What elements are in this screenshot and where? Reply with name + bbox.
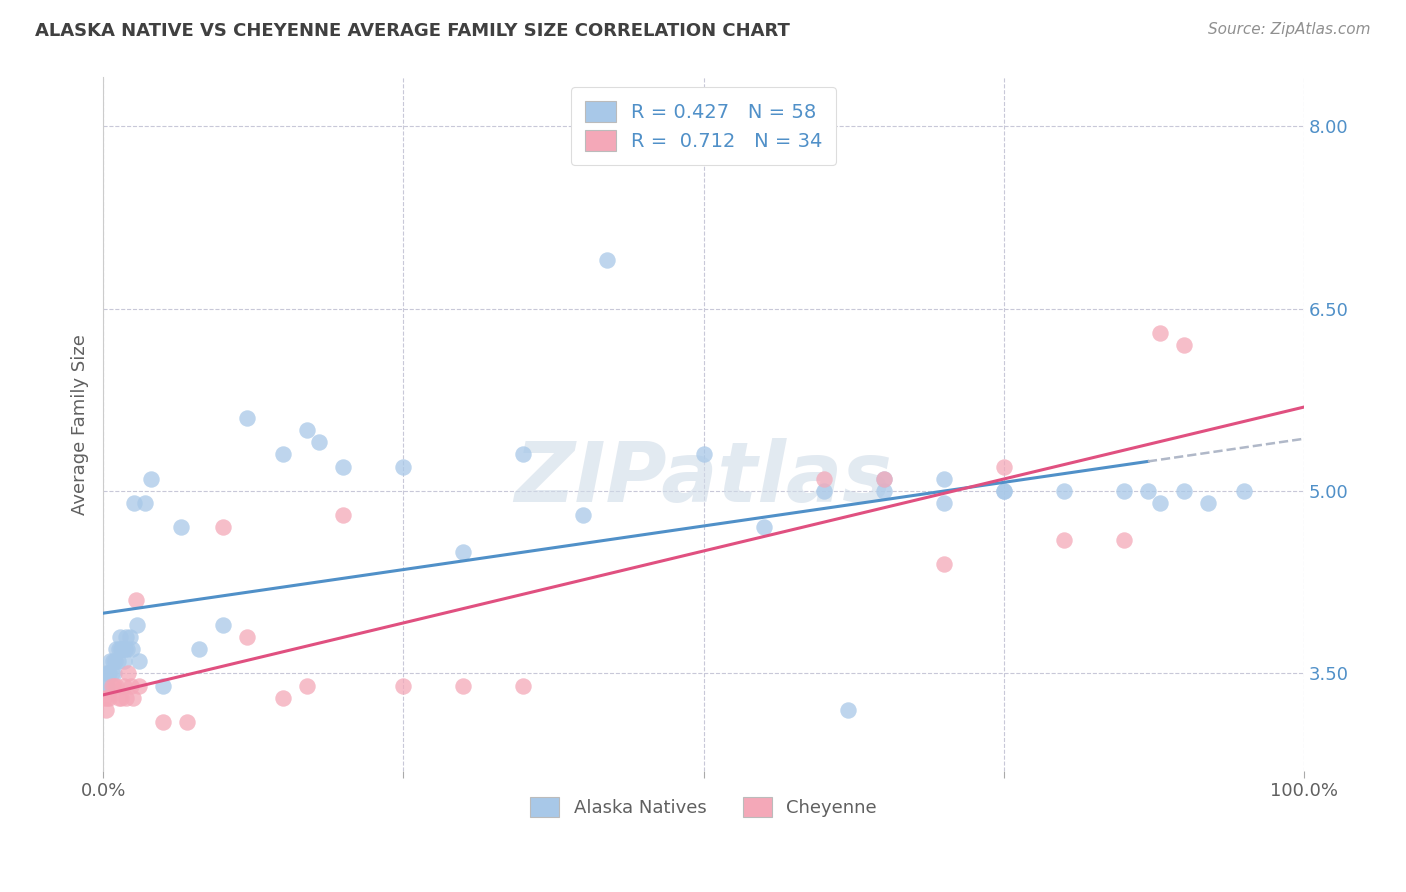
Point (110, 690, 132, 705)
Point (872, 483, 894, 498)
Point (236, 630, 259, 644)
Point (813, 472, 835, 486)
Point (108, 630, 131, 644)
Point (212, 617, 235, 632)
Point (96, 690, 118, 705)
Point (104, 654, 127, 668)
Point (134, 496, 156, 510)
Point (141, 472, 163, 486)
Point (572, 508, 595, 523)
Point (993, 483, 1015, 498)
Point (837, 703, 859, 717)
Point (1173, 483, 1195, 498)
Point (103, 679, 125, 693)
Point (453, 545, 475, 559)
Point (813, 483, 835, 498)
Point (93, 690, 115, 705)
Point (1053, 533, 1076, 547)
Point (107, 690, 129, 705)
Point (1149, 326, 1171, 340)
Point (1112, 533, 1135, 547)
Point (117, 666, 139, 681)
Point (125, 617, 148, 632)
Point (332, 508, 354, 523)
Point (271, 690, 294, 705)
Point (103, 666, 125, 681)
Point (1149, 496, 1171, 510)
Point (170, 520, 193, 534)
Point (120, 679, 142, 693)
Point (1173, 338, 1195, 352)
Point (112, 654, 135, 668)
Point (124, 593, 146, 607)
Point (212, 520, 235, 534)
Point (236, 411, 259, 425)
Point (121, 642, 143, 657)
Point (115, 690, 138, 705)
Point (1136, 483, 1159, 498)
Point (271, 447, 294, 461)
Point (98, 690, 121, 705)
Point (1233, 483, 1256, 498)
Point (1197, 496, 1219, 510)
Point (176, 714, 198, 729)
Point (115, 642, 138, 657)
Point (94, 703, 117, 717)
Point (128, 679, 150, 693)
Point (932, 496, 955, 510)
Point (118, 630, 141, 644)
Point (297, 423, 319, 437)
Point (112, 679, 135, 693)
Point (512, 447, 534, 461)
Point (392, 679, 415, 693)
Point (188, 642, 211, 657)
Point (111, 642, 134, 657)
Point (453, 679, 475, 693)
Point (100, 666, 122, 681)
Point (128, 654, 150, 668)
Text: Source: ZipAtlas.com: Source: ZipAtlas.com (1208, 22, 1371, 37)
Point (124, 496, 146, 510)
Point (993, 483, 1015, 498)
Point (122, 690, 145, 705)
Point (512, 679, 534, 693)
Point (107, 654, 129, 668)
Point (872, 472, 894, 486)
Point (308, 435, 330, 450)
Point (105, 679, 128, 693)
Point (596, 252, 619, 267)
Point (93, 679, 115, 693)
Point (107, 642, 129, 657)
Point (94, 666, 117, 681)
Point (98, 654, 121, 668)
Point (110, 642, 132, 657)
Point (692, 447, 714, 461)
Legend: Alaska Natives, Cheyenne: Alaska Natives, Cheyenne (523, 789, 884, 824)
Point (872, 472, 894, 486)
Point (101, 654, 124, 668)
Point (1053, 483, 1076, 498)
Point (100, 679, 122, 693)
Point (932, 557, 955, 571)
Point (114, 642, 136, 657)
Point (97, 666, 120, 681)
Point (152, 714, 174, 729)
Point (752, 520, 775, 534)
Point (115, 630, 138, 644)
Point (332, 459, 354, 474)
Point (152, 679, 174, 693)
Y-axis label: Average Family Size: Average Family Size (72, 334, 89, 515)
Point (993, 459, 1015, 474)
Point (932, 472, 955, 486)
Point (297, 679, 319, 693)
Point (96, 679, 118, 693)
Point (1112, 483, 1135, 498)
Point (98, 666, 121, 681)
Text: ZIPatlas: ZIPatlas (515, 438, 893, 519)
Text: ALASKA NATIVE VS CHEYENNE AVERAGE FAMILY SIZE CORRELATION CHART: ALASKA NATIVE VS CHEYENNE AVERAGE FAMILY… (35, 22, 790, 40)
Point (105, 642, 128, 657)
Point (392, 459, 415, 474)
